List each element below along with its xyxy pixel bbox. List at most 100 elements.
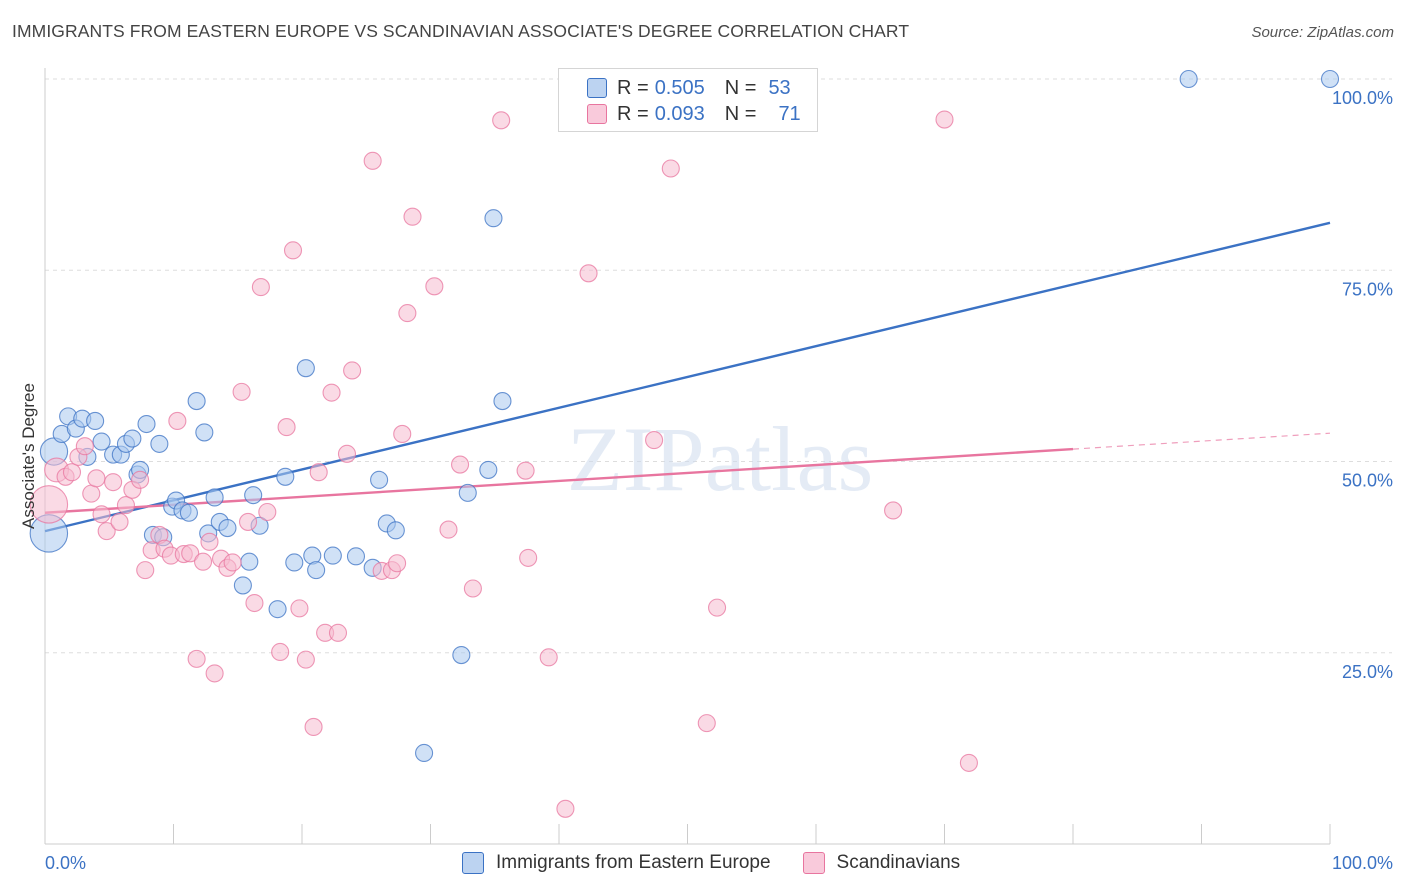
series-scandinavians-points	[29, 110, 978, 818]
y-axis-label: Associate's Degree	[19, 383, 38, 529]
data-point	[86, 411, 105, 431]
data-points	[29, 69, 1340, 818]
y-tick-label: 25.0%	[1342, 662, 1393, 682]
data-point	[205, 664, 224, 683]
data-point	[187, 649, 206, 668]
legend-n-label: N =	[724, 76, 757, 99]
data-point	[123, 429, 142, 448]
data-point	[296, 359, 315, 378]
data-point	[271, 642, 290, 662]
data-point	[697, 714, 716, 733]
legend-n-value: 53	[768, 76, 791, 99]
data-point	[181, 544, 200, 563]
data-point	[579, 264, 598, 283]
data-point	[244, 486, 263, 505]
series-legend-label: Scandinavians	[836, 852, 961, 873]
data-point	[136, 561, 155, 580]
data-point	[398, 304, 417, 323]
data-point	[393, 424, 412, 444]
data-point	[516, 461, 535, 480]
data-point	[104, 473, 123, 492]
data-point	[309, 463, 328, 482]
data-point	[285, 553, 304, 572]
data-point	[97, 522, 116, 541]
data-point	[194, 552, 213, 571]
data-point	[92, 432, 111, 451]
data-point	[137, 414, 156, 434]
data-point	[479, 460, 498, 479]
data-point	[1320, 69, 1340, 89]
data-point	[251, 278, 270, 297]
x-tick-label: 0.0%	[45, 853, 86, 873]
data-point	[343, 361, 362, 380]
data-point	[519, 548, 538, 567]
y-tick-label: 75.0%	[1342, 279, 1393, 299]
legend-row-pink: R = 0.093 N = 71	[587, 103, 801, 125]
series-legend-eastern-europe[interactable]: Immigrants from Eastern Europe	[462, 852, 771, 874]
data-point	[200, 532, 219, 551]
data-point	[283, 241, 303, 260]
data-point	[223, 553, 242, 572]
data-point	[87, 469, 106, 488]
data-point	[277, 418, 296, 437]
data-point	[218, 519, 237, 538]
source-label: Source: ZipAtlas.com	[1251, 24, 1394, 41]
data-point	[232, 382, 251, 401]
watermark: ZIPatlas	[567, 408, 874, 510]
data-point	[296, 650, 315, 669]
legend-r-label: R =	[617, 76, 649, 99]
data-point	[82, 484, 101, 503]
data-point	[388, 554, 407, 573]
data-point	[403, 207, 422, 226]
legend-n-value: 71	[778, 102, 801, 125]
data-point	[661, 159, 680, 178]
data-point	[363, 151, 382, 170]
legend-r-label: R =	[617, 102, 649, 125]
data-point	[307, 561, 326, 580]
series-legend: Immigrants from Eastern Europe Scandinav…	[462, 852, 992, 874]
legend-swatch-blue	[462, 852, 484, 874]
data-point	[452, 645, 471, 665]
x-tick-label: 100.0%	[1332, 853, 1393, 873]
data-point	[439, 520, 458, 539]
data-point	[493, 392, 512, 411]
data-point	[492, 111, 511, 130]
correlation-legend: R = 0.505 N = 53 R = 0.093 N = 71	[558, 68, 818, 132]
data-point	[386, 521, 405, 540]
data-point	[179, 503, 198, 522]
x-tick-labels: 0.0% 100.0%	[45, 853, 1393, 873]
data-point	[337, 444, 357, 463]
data-point	[645, 431, 664, 450]
chart-title: IMMIGRANTS FROM EASTERN EUROPE VS SCANDI…	[12, 21, 910, 41]
data-point	[1179, 69, 1198, 89]
data-point	[884, 501, 903, 520]
data-point	[708, 598, 727, 617]
data-point	[187, 392, 206, 411]
data-point	[370, 470, 389, 489]
data-point	[62, 463, 82, 482]
data-point	[268, 600, 287, 619]
data-point	[92, 505, 111, 524]
regression-line-scandinavians	[44, 447, 1074, 514]
legend-row-blue: R = 0.505 N = 53	[587, 77, 791, 99]
data-point	[168, 411, 187, 431]
data-point	[556, 799, 575, 818]
data-point	[323, 546, 342, 565]
data-point	[75, 437, 94, 456]
data-point	[290, 599, 309, 618]
legend-r-value: 0.505	[654, 76, 705, 99]
data-point	[451, 455, 470, 474]
series-legend-scandinavians[interactable]: Scandinavians	[802, 852, 961, 874]
data-point	[458, 483, 477, 502]
data-point	[258, 502, 277, 522]
y-tick-label: 100.0%	[1332, 88, 1393, 108]
data-point	[959, 753, 978, 772]
data-point	[935, 110, 954, 129]
data-point	[425, 277, 444, 296]
data-point	[463, 579, 482, 598]
data-point	[346, 547, 366, 566]
data-point	[304, 717, 323, 737]
regression-line-scandinavians-dashed	[1072, 432, 1331, 450]
legend-swatch-pink	[587, 104, 607, 124]
